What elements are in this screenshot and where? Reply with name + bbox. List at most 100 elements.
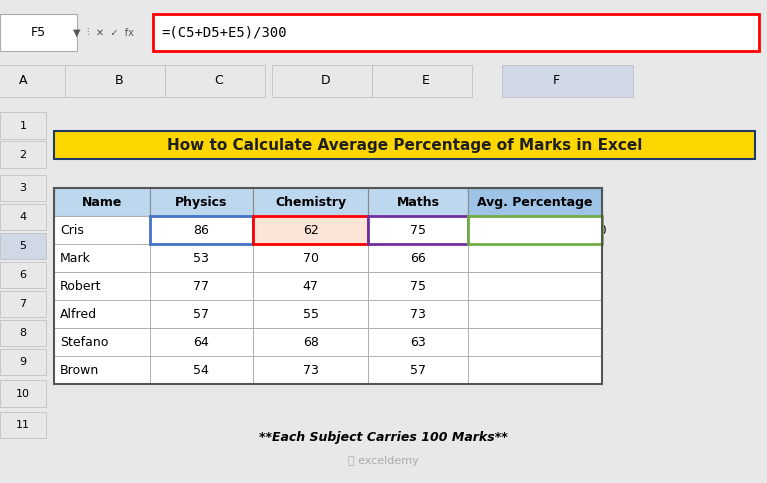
- Text: 4: 4: [19, 213, 27, 222]
- Text: 86: 86: [193, 224, 209, 237]
- Text: F: F: [552, 74, 560, 87]
- Text: Name: Name: [81, 196, 122, 209]
- Text: Avg. Percentage: Avg. Percentage: [477, 196, 593, 209]
- FancyBboxPatch shape: [253, 272, 368, 300]
- FancyBboxPatch shape: [0, 141, 46, 168]
- Text: D5: D5: [522, 224, 536, 237]
- FancyBboxPatch shape: [150, 244, 253, 272]
- FancyBboxPatch shape: [54, 272, 150, 300]
- FancyBboxPatch shape: [150, 188, 253, 216]
- Text: Mark: Mark: [60, 252, 91, 265]
- Text: 5: 5: [19, 242, 27, 251]
- FancyBboxPatch shape: [0, 65, 69, 97]
- FancyBboxPatch shape: [150, 216, 253, 244]
- Text: 3: 3: [19, 184, 27, 193]
- FancyBboxPatch shape: [0, 349, 46, 375]
- FancyBboxPatch shape: [150, 300, 253, 328]
- Text: E5: E5: [551, 224, 566, 237]
- FancyBboxPatch shape: [253, 356, 368, 384]
- Text: A: A: [18, 74, 28, 87]
- Text: 1: 1: [19, 121, 27, 130]
- Text: **Each Subject Carries 100 Marks**: **Each Subject Carries 100 Marks**: [259, 431, 508, 443]
- Text: Robert: Robert: [60, 280, 101, 293]
- FancyBboxPatch shape: [54, 131, 755, 159]
- Text: 2: 2: [19, 150, 27, 159]
- FancyBboxPatch shape: [502, 65, 633, 97]
- FancyBboxPatch shape: [0, 380, 46, 407]
- FancyBboxPatch shape: [0, 320, 46, 346]
- FancyBboxPatch shape: [368, 216, 468, 244]
- FancyBboxPatch shape: [253, 216, 368, 244]
- Text: 6: 6: [19, 270, 27, 280]
- FancyBboxPatch shape: [368, 216, 468, 244]
- Text: D: D: [321, 74, 331, 87]
- FancyBboxPatch shape: [54, 356, 150, 384]
- Text: Stefano: Stefano: [60, 336, 108, 349]
- Text: ▼  ⁝  ✕  ✓  fx: ▼ ⁝ ✕ ✓ fx: [73, 28, 134, 38]
- Text: B: B: [114, 74, 123, 87]
- FancyBboxPatch shape: [468, 216, 602, 244]
- Text: Maths: Maths: [397, 196, 439, 209]
- Text: 75: 75: [410, 224, 426, 237]
- Text: 66: 66: [410, 252, 426, 265]
- FancyBboxPatch shape: [0, 412, 46, 438]
- FancyBboxPatch shape: [272, 65, 372, 97]
- Text: 🏠 exceldemy: 🏠 exceldemy: [348, 456, 419, 466]
- FancyBboxPatch shape: [54, 300, 150, 328]
- FancyBboxPatch shape: [368, 300, 468, 328]
- Text: 57: 57: [193, 308, 209, 321]
- FancyBboxPatch shape: [253, 300, 368, 328]
- Text: 73: 73: [410, 308, 426, 321]
- FancyBboxPatch shape: [0, 233, 46, 259]
- Text: 8: 8: [19, 328, 27, 338]
- Text: C: C: [214, 74, 223, 87]
- FancyBboxPatch shape: [368, 272, 468, 300]
- Text: 7: 7: [19, 299, 27, 309]
- FancyBboxPatch shape: [153, 14, 759, 51]
- FancyBboxPatch shape: [468, 272, 602, 300]
- Text: 57: 57: [410, 364, 426, 377]
- Text: How to Calculate Average Percentage of Marks in Excel: How to Calculate Average Percentage of M…: [167, 138, 642, 153]
- Text: =(: =(: [472, 224, 486, 237]
- Text: 9: 9: [19, 357, 27, 367]
- Text: Brown: Brown: [60, 364, 99, 377]
- FancyBboxPatch shape: [0, 291, 46, 317]
- FancyBboxPatch shape: [150, 272, 253, 300]
- FancyBboxPatch shape: [54, 328, 150, 356]
- Text: 75: 75: [410, 224, 426, 237]
- Text: 68: 68: [303, 336, 318, 349]
- FancyBboxPatch shape: [150, 328, 253, 356]
- Text: 86: 86: [193, 224, 209, 237]
- FancyBboxPatch shape: [368, 328, 468, 356]
- Text: E: E: [422, 74, 430, 87]
- Text: )/300: )/300: [571, 224, 607, 237]
- Text: Physics: Physics: [175, 196, 228, 209]
- FancyBboxPatch shape: [150, 216, 253, 244]
- Text: =(C5+D5+E5)/300: =(C5+D5+E5)/300: [161, 26, 287, 40]
- Text: Chemistry: Chemistry: [275, 196, 346, 209]
- FancyBboxPatch shape: [368, 244, 468, 272]
- FancyBboxPatch shape: [253, 328, 368, 356]
- Text: 47: 47: [303, 280, 318, 293]
- Text: 53: 53: [193, 252, 209, 265]
- FancyBboxPatch shape: [65, 65, 165, 97]
- FancyBboxPatch shape: [165, 65, 265, 97]
- Text: 75: 75: [410, 280, 426, 293]
- Text: +: +: [542, 224, 548, 237]
- Text: 10: 10: [16, 389, 30, 398]
- Text: Alfred: Alfred: [60, 308, 97, 321]
- FancyBboxPatch shape: [468, 216, 602, 244]
- Text: 54: 54: [193, 364, 209, 377]
- FancyBboxPatch shape: [368, 188, 468, 216]
- FancyBboxPatch shape: [0, 112, 46, 139]
- FancyBboxPatch shape: [150, 356, 253, 384]
- FancyBboxPatch shape: [0, 262, 46, 288]
- Text: 63: 63: [410, 336, 426, 349]
- Text: 77: 77: [193, 280, 209, 293]
- Text: +: +: [512, 224, 518, 237]
- FancyBboxPatch shape: [372, 65, 472, 97]
- FancyBboxPatch shape: [368, 356, 468, 384]
- FancyBboxPatch shape: [0, 175, 46, 201]
- FancyBboxPatch shape: [0, 204, 46, 230]
- Text: C5: C5: [492, 224, 506, 237]
